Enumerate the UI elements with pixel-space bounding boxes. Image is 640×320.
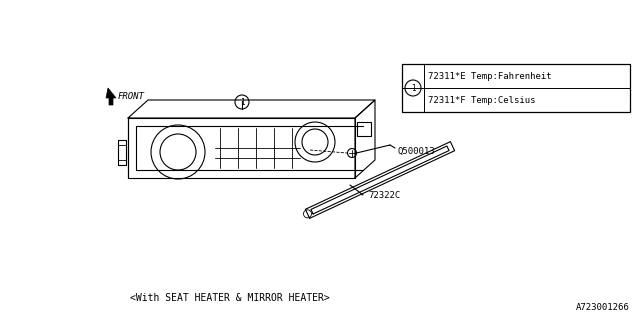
Bar	[357, 122, 371, 136]
Text: Q500013: Q500013	[397, 147, 435, 156]
Text: A723001266: A723001266	[576, 303, 630, 312]
Text: 1: 1	[411, 84, 415, 92]
Text: 72311*E Temp:Fahrenheit: 72311*E Temp:Fahrenheit	[428, 71, 552, 81]
Text: FRONT: FRONT	[118, 92, 145, 101]
Polygon shape	[106, 88, 116, 105]
Text: 72322C: 72322C	[368, 190, 400, 199]
Bar	[402, 64, 630, 112]
Text: 1: 1	[240, 98, 244, 107]
Text: 72311*F Temp:Celsius: 72311*F Temp:Celsius	[428, 95, 536, 105]
Text: <With SEAT HEATER & MIRROR HEATER>: <With SEAT HEATER & MIRROR HEATER>	[130, 293, 330, 303]
